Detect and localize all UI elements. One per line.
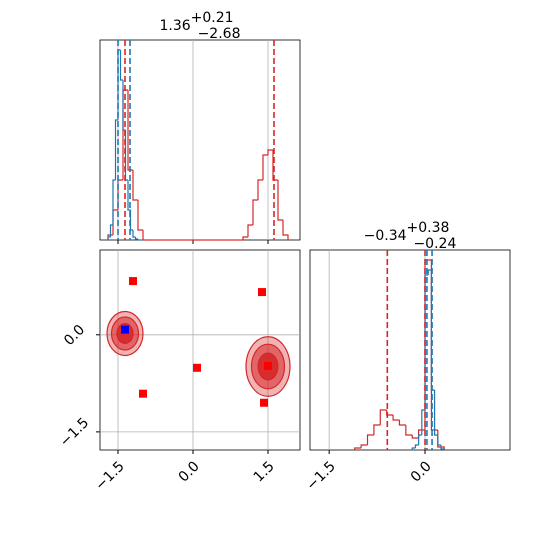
point: [264, 361, 272, 370]
histogram-step: [119, 50, 123, 81]
histogram-step: [114, 119, 118, 180]
histogram-step: [373, 424, 381, 435]
histogram-step: [127, 180, 131, 211]
point: [121, 325, 129, 334]
histogram-step: [107, 236, 111, 240]
title-upper: +0.38: [407, 220, 450, 236]
histogram-step: [272, 150, 278, 181]
histogram-step: [132, 170, 138, 201]
x-tick-label: 0.0: [176, 458, 203, 485]
point: [139, 389, 147, 398]
x-tick-label: 0.0: [408, 458, 435, 485]
panel-title: 1.36+0.21 −2.68: [160, 10, 241, 42]
histogram-step: [434, 390, 438, 436]
title-lower: −0.24: [413, 236, 456, 252]
histogram-step: [421, 409, 426, 435]
point: [129, 277, 137, 286]
title-lower: −2.68: [198, 26, 241, 42]
histogram-step: [418, 434, 422, 445]
histogram-step: [379, 409, 387, 425]
histogram-step: [440, 445, 445, 450]
histogram-step: [242, 236, 248, 240]
histogram-step: [277, 180, 283, 221]
histogram-step: [405, 425, 413, 436]
histogram-step: [112, 179, 116, 225]
title-upper: +0.21: [191, 10, 234, 26]
histogram-step: [354, 447, 362, 450]
histogram-step: [398, 420, 406, 426]
panel-title: −0.34+0.38 −0.24: [364, 220, 457, 252]
x-tick-label: 1.5: [251, 458, 278, 485]
y-tick-label: −1.5: [57, 415, 92, 450]
histogram-step: [134, 237, 138, 240]
x-tick-label: −1.5: [92, 458, 127, 493]
histogram-step: [282, 220, 289, 240]
histogram-step: [247, 224, 253, 237]
histogram-step: [360, 444, 368, 448]
axes-frame: [99, 249, 301, 451]
histogram-step: [137, 200, 143, 231]
histogram-step: [392, 415, 400, 421]
y-tick-label: 0.0: [61, 322, 88, 349]
histogram-step: [414, 444, 419, 448]
title-value: −0.34: [364, 228, 407, 244]
histogram-step: [366, 434, 374, 445]
histogram-step: [252, 199, 258, 225]
point: [258, 288, 266, 297]
histogram-step: [257, 179, 263, 200]
histogram-step: [267, 149, 273, 155]
histogram-step: [411, 435, 419, 439]
histogram-step: [411, 447, 416, 450]
histogram-step: [129, 210, 133, 231]
histogram-step: [137, 239, 141, 241]
point: [260, 398, 268, 407]
histogram-step: [424, 274, 429, 410]
axes-frame: [309, 249, 511, 451]
histogram-step: [132, 230, 136, 238]
x-tick-label: −1.5: [304, 458, 339, 493]
histogram-step: [262, 154, 268, 180]
histogram-step: [427, 269, 432, 275]
histogram-step: [424, 259, 432, 430]
histogram-step: [437, 435, 441, 446]
point: [193, 363, 201, 372]
histogram-step: [109, 224, 113, 237]
histogram-step: [142, 230, 148, 241]
histogram-step: [127, 90, 133, 171]
title-value: 1.36: [160, 18, 191, 34]
